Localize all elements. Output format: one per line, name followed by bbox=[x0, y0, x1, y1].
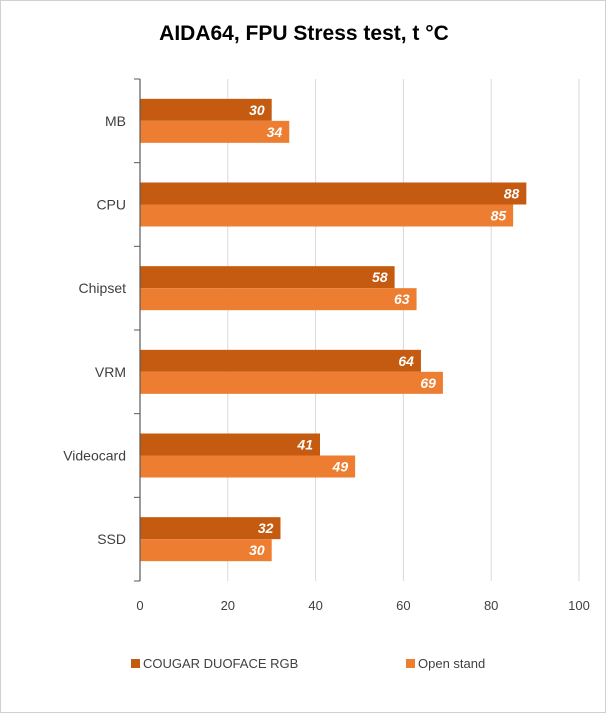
data-label: 49 bbox=[332, 459, 349, 475]
legend-swatch bbox=[131, 659, 140, 668]
bar bbox=[140, 433, 320, 456]
data-label: 30 bbox=[249, 102, 265, 118]
x-tick-label: 100 bbox=[568, 598, 590, 613]
data-label: 88 bbox=[504, 186, 520, 202]
bars bbox=[140, 98, 527, 562]
x-tick-label: 0 bbox=[136, 598, 143, 613]
data-label: 85 bbox=[491, 208, 507, 224]
category-label: CPU bbox=[96, 197, 126, 213]
bar bbox=[140, 349, 421, 372]
x-tick-label: 40 bbox=[308, 598, 322, 613]
data-label: 58 bbox=[372, 269, 388, 285]
data-label: 69 bbox=[420, 375, 436, 391]
data-label: 63 bbox=[394, 291, 410, 307]
bar bbox=[140, 517, 281, 540]
category-label: SSD bbox=[97, 531, 126, 547]
legend: COUGAR DUOFACE RGB Open stand bbox=[131, 656, 485, 671]
bar bbox=[140, 371, 443, 394]
x-tick-label: 80 bbox=[484, 598, 498, 613]
data-label: 64 bbox=[398, 353, 414, 369]
legend-label: COUGAR DUOFACE RGB bbox=[143, 656, 298, 671]
legend-swatch bbox=[406, 659, 415, 668]
category-label: MB bbox=[105, 113, 126, 129]
data-label: 32 bbox=[258, 520, 274, 536]
bar bbox=[140, 288, 417, 311]
data-label: 34 bbox=[267, 124, 283, 140]
bar bbox=[140, 539, 272, 562]
bar bbox=[140, 455, 356, 478]
gridlines bbox=[227, 79, 580, 581]
bar bbox=[140, 182, 527, 205]
data-label: 30 bbox=[249, 542, 265, 558]
category-label: Videocard bbox=[63, 448, 126, 464]
bar bbox=[140, 266, 395, 289]
axes: 0 20 40 60 80 100 MB CPU Chipset VRM Videocard SSD bbox=[63, 78, 590, 613]
category-label: VRM bbox=[95, 364, 126, 380]
bar bbox=[140, 120, 290, 143]
legend-label: Open stand bbox=[418, 656, 485, 671]
category-label: Chipset bbox=[79, 280, 127, 296]
bar bbox=[140, 204, 514, 227]
x-tick-label: 60 bbox=[396, 598, 410, 613]
x-tick-label: 20 bbox=[221, 598, 235, 613]
data-label: 41 bbox=[296, 437, 313, 453]
chart-title: AIDA64, FPU Stress test, t °C bbox=[159, 22, 449, 45]
bar bbox=[140, 98, 272, 121]
